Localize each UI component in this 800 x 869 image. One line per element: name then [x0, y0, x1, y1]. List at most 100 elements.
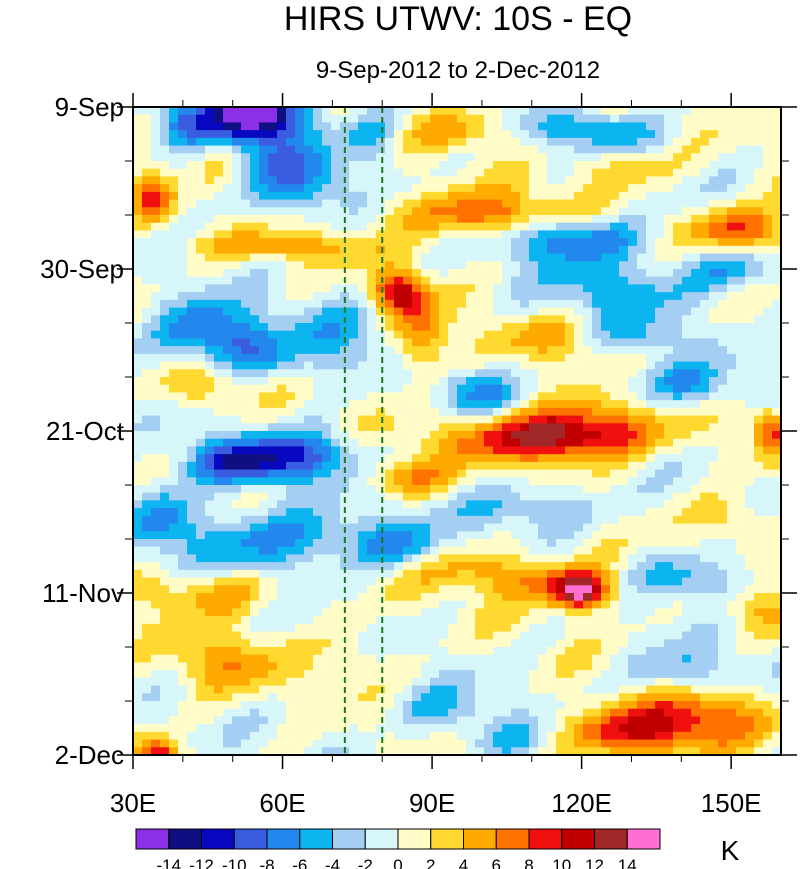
- heatmap-cell: [403, 176, 413, 185]
- heatmap-cell: [637, 431, 647, 440]
- heatmap-cell: [673, 631, 683, 640]
- heatmap-cell: [277, 569, 287, 579]
- heatmap-cell: [133, 508, 143, 517]
- heatmap-cell: [277, 616, 287, 625]
- heatmap-cell: [313, 346, 323, 355]
- heatmap-cell: [313, 176, 323, 185]
- heatmap-cell: [187, 392, 197, 401]
- heatmap-cell: [241, 446, 251, 455]
- heatmap-cell: [682, 330, 692, 340]
- heatmap-cell: [682, 191, 692, 201]
- heatmap-cell: [169, 107, 179, 116]
- heatmap-cell: [700, 137, 710, 147]
- heatmap-cell: [493, 130, 503, 139]
- heatmap-cell: [196, 600, 206, 610]
- heatmap-cell: [709, 508, 719, 517]
- heatmap-cell: [394, 562, 404, 571]
- heatmap-cell: [682, 415, 692, 424]
- heatmap-cell: [394, 623, 404, 633]
- heatmap-cell: [214, 253, 224, 262]
- heatmap-cell: [313, 145, 323, 154]
- heatmap-cell: [700, 107, 710, 116]
- heatmap-cell: [736, 222, 746, 232]
- heatmap-cell: [619, 292, 629, 301]
- heatmap-cell: [763, 361, 773, 370]
- heatmap-cell: [295, 353, 305, 363]
- heatmap-cell: [313, 361, 323, 370]
- heatmap-cell: [646, 276, 656, 286]
- heatmap-cell: [754, 261, 764, 270]
- heatmap-cell: [304, 485, 314, 494]
- heatmap-cell: [250, 191, 260, 201]
- heatmap-cell: [133, 585, 143, 594]
- heatmap-cell: [466, 338, 476, 347]
- heatmap-cell: [241, 184, 251, 193]
- heatmap-cell: [529, 323, 539, 332]
- heatmap-cell: [304, 261, 314, 270]
- heatmap-cell: [565, 369, 575, 378]
- heatmap-cell: [457, 253, 467, 262]
- heatmap-cell: [754, 284, 764, 293]
- heatmap-cell: [340, 539, 350, 548]
- heatmap-cell: [241, 423, 251, 432]
- heatmap-cell: [295, 438, 305, 448]
- heatmap-cell: [727, 261, 737, 270]
- heatmap-cell: [700, 161, 710, 170]
- heatmap-cell: [628, 230, 638, 239]
- heatmap-cell: [160, 377, 170, 386]
- heatmap-cell: [133, 315, 143, 324]
- heatmap-cell: [664, 130, 674, 139]
- heatmap-cell: [232, 508, 242, 517]
- heatmap-cell: [691, 315, 701, 324]
- heatmap-cell: [592, 600, 602, 610]
- heatmap-cell: [619, 137, 629, 147]
- heatmap-cell: [412, 508, 422, 517]
- heatmap-cell: [484, 107, 494, 116]
- heatmap-cell: [178, 230, 188, 239]
- heatmap-cell: [205, 454, 215, 463]
- heatmap-cell: [196, 353, 206, 363]
- heatmap-cell: [565, 153, 575, 162]
- heatmap-cell: [133, 122, 143, 131]
- heatmap-cell: [745, 461, 755, 471]
- heatmap-cell: [637, 623, 647, 633]
- heatmap-cell: [313, 384, 323, 394]
- heatmap-cell: [511, 446, 521, 455]
- heatmap-cell: [610, 284, 620, 293]
- heatmap-cell: [493, 137, 503, 147]
- heatmap-cell: [556, 392, 566, 401]
- heatmap-cell: [493, 623, 503, 633]
- heatmap-cell: [367, 176, 377, 185]
- heatmap-cell: [250, 315, 260, 324]
- heatmap-cell: [286, 107, 296, 116]
- heatmap-cell: [655, 392, 665, 401]
- heatmap-cell: [628, 361, 638, 370]
- heatmap-cell: [286, 531, 296, 540]
- heatmap-cell: [421, 569, 431, 579]
- heatmap-cell: [475, 361, 485, 370]
- heatmap-cell: [592, 338, 602, 347]
- heatmap-cell: [340, 269, 350, 278]
- heatmap-cell: [205, 253, 215, 262]
- heatmap-cell: [709, 276, 719, 286]
- heatmap-cell: [277, 245, 287, 255]
- heatmap-cell: [349, 114, 359, 124]
- heatmap-cell: [574, 369, 584, 378]
- heatmap-cell: [214, 299, 224, 309]
- heatmap-cell: [232, 230, 242, 239]
- heatmap-cell: [628, 299, 638, 309]
- heatmap-cell: [610, 269, 620, 278]
- heatmap-cell: [367, 384, 377, 394]
- heatmap-cell: [322, 292, 332, 301]
- heatmap-cell: [178, 438, 188, 448]
- heatmap-cell: [754, 415, 764, 424]
- heatmap-cell: [628, 315, 638, 324]
- heatmap-cell: [682, 307, 692, 316]
- heatmap-cell: [151, 608, 161, 617]
- heatmap-cell: [736, 623, 746, 633]
- heatmap-cell: [538, 284, 548, 293]
- heatmap-cell: [565, 546, 575, 556]
- heatmap-cell: [628, 245, 638, 255]
- heatmap-cell: [403, 608, 413, 617]
- heatmap-cell: [484, 377, 494, 386]
